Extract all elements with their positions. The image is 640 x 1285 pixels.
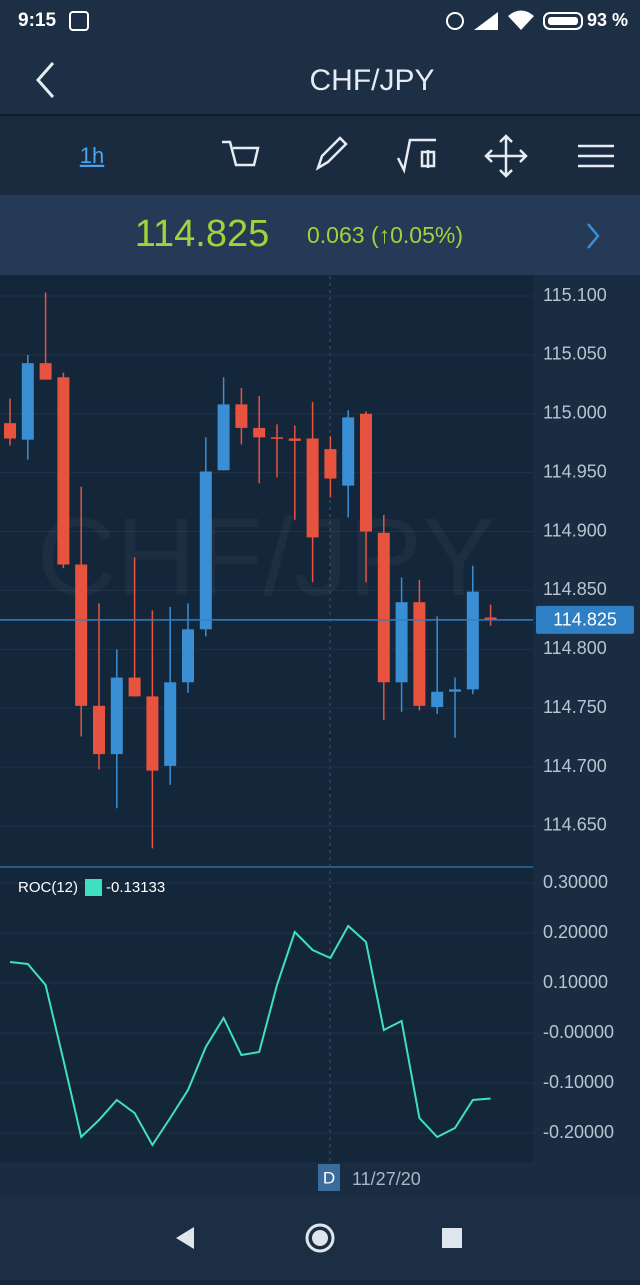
- battery-text: 93 %: [587, 10, 628, 30]
- time-marker: D: [323, 1168, 335, 1187]
- candle-body: [253, 427, 266, 438]
- roc-line: [9, 924, 491, 1147]
- candle-body: [146, 696, 159, 771]
- order-button[interactable]: [222, 140, 260, 167]
- candle-body: [377, 532, 390, 683]
- indicator-value: -0.13133: [106, 879, 165, 896]
- back-button[interactable]: [35, 62, 55, 98]
- battery-icon: [543, 12, 583, 30]
- candle-body: [235, 404, 248, 428]
- candle-body: [128, 677, 141, 697]
- candle-body: [395, 602, 408, 683]
- chart-area: [0, 275, 533, 1162]
- nav-recent[interactable]: [442, 1228, 462, 1248]
- time-label: 11/27/20: [352, 1169, 421, 1189]
- y-tick-label: 114.800: [543, 638, 607, 658]
- notification-icon: [69, 11, 89, 31]
- time-marker-box: [318, 1164, 340, 1191]
- details-arrow[interactable]: [587, 223, 600, 249]
- y-tick-label: 114.650: [543, 815, 607, 835]
- candle-body: [271, 437, 283, 439]
- y-tick-label: 115.000: [543, 403, 607, 423]
- candle-body: [39, 363, 52, 380]
- candle-body: [431, 691, 444, 708]
- candle-body: [449, 689, 461, 692]
- quote-bar[interactable]: [0, 195, 640, 275]
- wifi-icon: [508, 10, 534, 30]
- candle-body: [413, 602, 426, 706]
- candle-body: [164, 682, 177, 766]
- y-tick-label: 0.30000: [543, 872, 608, 892]
- candle-body: [324, 449, 337, 479]
- candle-body: [182, 629, 194, 683]
- y-tick-label: 114.900: [543, 520, 607, 540]
- indicator-swatch: [85, 879, 102, 896]
- candle-body: [199, 471, 212, 630]
- status-bar: [0, 0, 640, 40]
- clock: 9:15: [18, 10, 56, 31]
- y-tick-label: -0.00000: [543, 1022, 614, 1042]
- alarm-icon: [446, 12, 464, 30]
- y-tick-label: 115.100: [543, 285, 607, 305]
- candle-body: [306, 438, 319, 538]
- header: [0, 40, 640, 115]
- y-tick-label: 115.050: [543, 344, 607, 364]
- y-tick-label: 114.850: [543, 579, 607, 599]
- y-tick-label: -0.20000: [543, 1122, 614, 1142]
- y-tick-label: 114.750: [543, 697, 607, 717]
- price-change: 0.063 (↑0.05%): [307, 222, 463, 248]
- last-price: 114.825: [135, 213, 270, 255]
- nav-home[interactable]: [305, 1223, 335, 1253]
- move-button[interactable]: [484, 134, 528, 178]
- candle-body: [217, 404, 230, 471]
- nav-home-dot: [312, 1230, 328, 1246]
- signal-icon: [474, 12, 498, 30]
- y-tick-label: -0.10000: [543, 1072, 614, 1092]
- battery-level: [548, 17, 578, 25]
- menu-button[interactable]: [578, 144, 614, 168]
- y-tick-label: 0.20000: [543, 922, 608, 942]
- candle-body: [110, 677, 123, 755]
- last-price-label: 114.825: [553, 610, 617, 630]
- candle-body: [342, 417, 355, 486]
- watermark: CHF/JPY: [37, 496, 495, 619]
- candle-body: [21, 363, 34, 440]
- y-tick-label: 114.950: [543, 461, 607, 481]
- y-tick-label: 0.10000: [543, 972, 608, 992]
- nav-back[interactable]: [176, 1227, 194, 1249]
- chart-layer: CHF/JPY: [0, 292, 533, 1147]
- price-axis-area: [533, 275, 640, 1162]
- last-price-tag: [536, 605, 634, 634]
- indicator-title: ROC(12): [18, 879, 78, 896]
- header-title: CHF/JPY: [309, 64, 434, 97]
- candle-body: [93, 705, 105, 755]
- candle-body: [75, 564, 88, 706]
- toolbar: [0, 115, 640, 195]
- candle-body: [288, 438, 301, 441]
- candle-body: [484, 617, 497, 620]
- timeframe-button[interactable]: 1h: [80, 143, 104, 168]
- draw-button[interactable]: [315, 136, 348, 171]
- candle-body: [466, 591, 479, 690]
- axis-layer: 115.100 115.050 115.000 114.950 114.900 114.8…: [18, 285, 634, 1142]
- candle-body: [4, 423, 16, 439]
- candle-body: [57, 377, 70, 565]
- candle-body: [360, 413, 372, 532]
- y-tick-label: 114.700: [543, 756, 607, 776]
- indicator-button[interactable]: [396, 138, 436, 174]
